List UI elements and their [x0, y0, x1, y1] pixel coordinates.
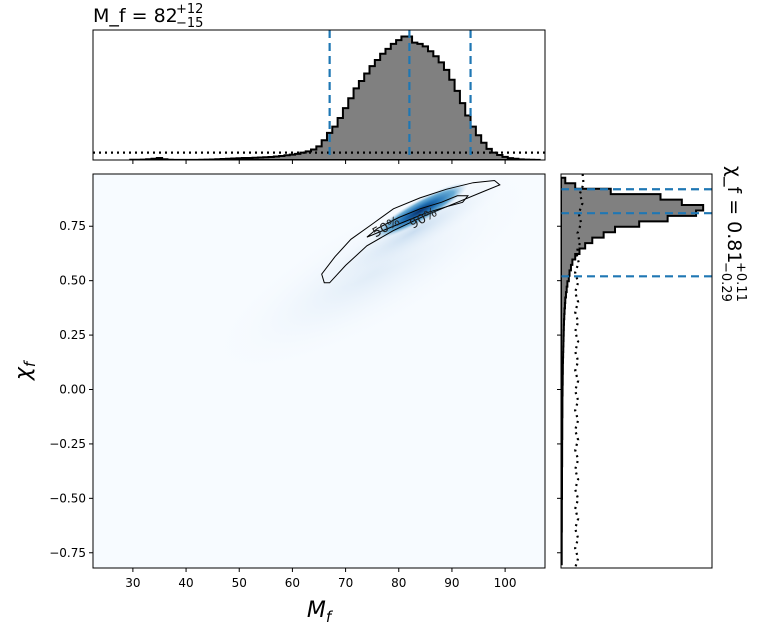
- y-tick-label: 0.00: [59, 383, 86, 397]
- right-marginal-panel: χ_f = 0.81 +0.11 −0.29: [557, 166, 748, 569]
- y-tick-label: −0.25: [49, 437, 86, 451]
- x-axis-label: Mf: [307, 598, 334, 626]
- y-tick-label: −0.75: [49, 546, 86, 560]
- density-ridge: [313, 174, 516, 292]
- x-tick-label: 60: [285, 576, 300, 590]
- chif-title-sup: +0.11: [733, 262, 748, 302]
- y-tick-label: 0.25: [59, 328, 86, 342]
- x-tick-label: 40: [178, 576, 193, 590]
- x-axis: 30 40 50 60 70 80 90 100: [125, 568, 517, 590]
- mf-title-main: M_f = 82: [93, 5, 178, 27]
- joint-panel: 50% 90% 30 40 50 60 70 80 90 100 −0.75−0.50−0.25…: [11, 173, 546, 626]
- contour-lines: [321, 179, 501, 284]
- x-tick-label: 80: [391, 576, 406, 590]
- contour-90pct: [321, 179, 501, 284]
- mf-title: M_f = 82: [93, 5, 178, 27]
- top-marginal-panel: M_f = 82 +12 −15: [92, 2, 546, 164]
- x-tick-label: 70: [338, 576, 353, 590]
- chif-prior-line: [573, 174, 585, 568]
- joint-panel-frame: [92, 173, 546, 569]
- y-tick-label: 0.50: [59, 274, 86, 288]
- mf-histogram: [129, 35, 541, 160]
- right-y-ticks: [557, 225, 561, 554]
- chif-title: χ_f = 0.81 +0.11 −0.29: [718, 166, 748, 302]
- chif-histogram: [561, 176, 705, 566]
- x-tick-label: 90: [444, 576, 459, 590]
- y-tick-label: 0.75: [59, 219, 86, 233]
- top-x-ticks: [132, 160, 506, 164]
- right-panel-frame: [560, 173, 713, 569]
- x-tick-label: 50: [232, 576, 247, 590]
- mf-title-sup: +12: [176, 2, 203, 17]
- y-axis: −0.75 −0.50 −0.25 0.00 0.25 0.50 0.75: [49, 219, 93, 560]
- x-tick-label: 30: [125, 576, 140, 590]
- mf-title-sub: −15: [176, 16, 203, 31]
- y-tick-label: −0.50: [49, 491, 86, 505]
- top-panel-frame: [92, 29, 546, 161]
- y-axis-label: χf: [11, 359, 39, 381]
- x-tick-label: 100: [494, 576, 517, 590]
- chif-title-main: χ_f = 0.81: [723, 166, 745, 263]
- chif-title-sub: −0.29: [718, 262, 733, 302]
- mf-credible-interval: [328, 30, 472, 160]
